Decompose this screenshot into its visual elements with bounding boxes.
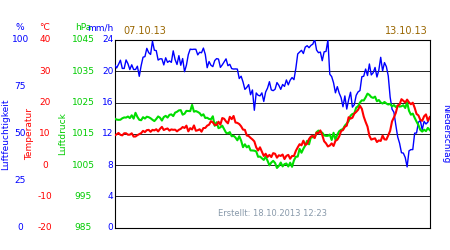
Text: 4: 4 xyxy=(108,192,113,201)
Text: 12: 12 xyxy=(102,129,113,138)
Text: 07.10.13: 07.10.13 xyxy=(124,26,166,36)
Text: 10: 10 xyxy=(39,129,51,138)
Text: 20: 20 xyxy=(39,98,51,107)
Text: 1005: 1005 xyxy=(72,160,95,170)
Text: 30: 30 xyxy=(39,67,51,76)
Text: °C: °C xyxy=(40,24,50,32)
Text: -10: -10 xyxy=(38,192,52,201)
Text: 24: 24 xyxy=(102,36,113,44)
Text: 13.10.13: 13.10.13 xyxy=(385,26,428,36)
Text: 100: 100 xyxy=(12,36,29,44)
Text: 0: 0 xyxy=(42,160,48,170)
Text: Luftfeuchtigkeit: Luftfeuchtigkeit xyxy=(1,98,10,170)
Text: 1045: 1045 xyxy=(72,36,94,44)
Text: mm/h: mm/h xyxy=(87,24,113,32)
Text: Niederschlag: Niederschlag xyxy=(441,104,450,164)
Text: 25: 25 xyxy=(14,176,26,185)
Text: 995: 995 xyxy=(75,192,92,201)
Text: 1035: 1035 xyxy=(72,67,95,76)
Text: 0: 0 xyxy=(108,223,113,232)
Text: -20: -20 xyxy=(38,223,52,232)
Text: 20: 20 xyxy=(102,67,113,76)
Text: 75: 75 xyxy=(14,82,26,91)
Text: 40: 40 xyxy=(39,36,51,44)
Text: 0: 0 xyxy=(18,223,23,232)
Text: %: % xyxy=(16,24,25,32)
Text: 8: 8 xyxy=(108,160,113,170)
Text: Erstellt: 18.10.2013 12:23: Erstellt: 18.10.2013 12:23 xyxy=(218,209,327,218)
Text: Luftdruck: Luftdruck xyxy=(58,112,68,155)
Text: 1015: 1015 xyxy=(72,129,95,138)
Text: 985: 985 xyxy=(75,223,92,232)
Text: 50: 50 xyxy=(14,129,26,138)
Text: hPa: hPa xyxy=(75,24,91,32)
Text: 1025: 1025 xyxy=(72,98,94,107)
Text: Temperatur: Temperatur xyxy=(25,108,34,160)
Text: 16: 16 xyxy=(102,98,113,107)
